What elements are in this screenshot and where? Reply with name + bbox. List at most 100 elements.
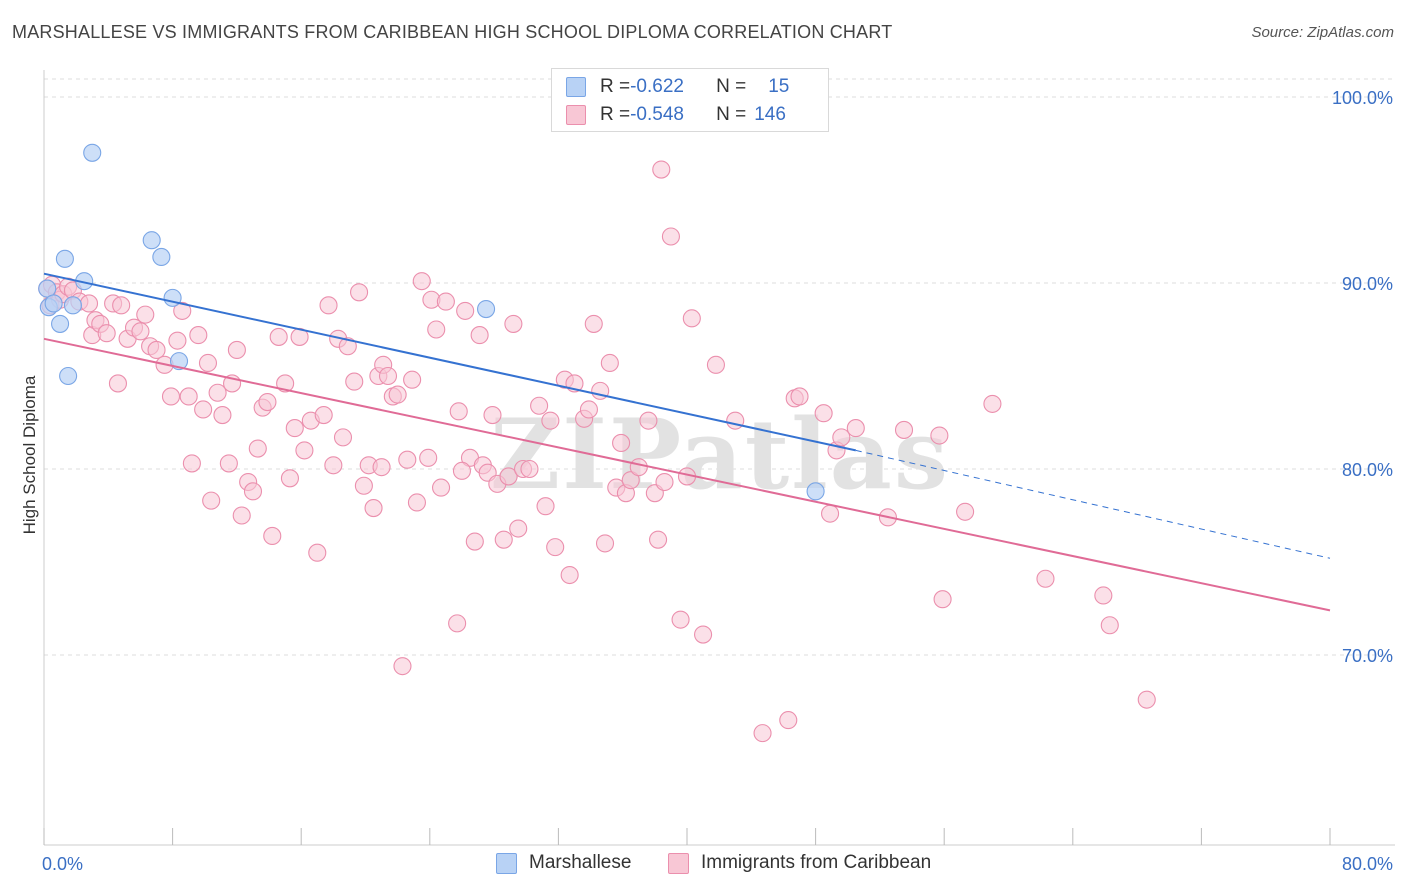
caribbean-point <box>285 419 304 438</box>
legend-n-label: N = <box>716 104 747 125</box>
y-tick-label: 70.0% <box>1342 646 1393 666</box>
caribbean-point <box>314 406 333 425</box>
caribbean-point <box>97 324 116 343</box>
caribbean-point <box>560 565 579 585</box>
caribbean-point <box>388 385 407 404</box>
caribbean-point <box>509 519 528 538</box>
marshallese-point <box>55 249 74 268</box>
marshallese-trend-extension <box>855 449 1331 559</box>
legend-r-value: -0.548 <box>630 104 684 125</box>
caribbean-point <box>894 420 914 439</box>
caribbean-point <box>694 625 713 644</box>
caribbean-point <box>436 292 455 311</box>
caribbean-point <box>612 433 631 453</box>
caribbean-point <box>333 428 353 447</box>
caribbean-point <box>483 406 502 425</box>
legend-n-value: 15 <box>768 76 790 97</box>
caribbean-point <box>345 372 364 391</box>
caribbean-point <box>779 711 798 730</box>
caribbean-point <box>407 493 426 512</box>
legend-n-value: 146 <box>754 104 786 125</box>
caribbean-point <box>108 374 127 393</box>
series-swatch-marshallese <box>496 852 517 874</box>
caribbean-point <box>1094 586 1113 605</box>
caribbean-point <box>398 450 417 469</box>
caribbean-point <box>173 301 192 320</box>
caribbean-point <box>541 411 560 430</box>
caribbean-point <box>182 454 201 473</box>
caribbean-point <box>629 458 648 477</box>
caribbean-point <box>219 454 238 473</box>
caribbean-point <box>403 370 422 389</box>
caribbean-point <box>449 402 468 421</box>
marshallese-point <box>38 279 57 298</box>
caribbean-point <box>661 227 680 246</box>
caribbean-point <box>1137 690 1156 709</box>
caribbean-point <box>432 478 451 497</box>
series-legend-marshallese[interactable]: Marshallese <box>496 852 631 874</box>
series-swatch-caribbean <box>668 852 689 874</box>
caribbean-point <box>364 499 383 518</box>
y-tick-label: 80.0% <box>1342 460 1393 480</box>
caribbean-point <box>258 392 277 412</box>
caribbean-point <box>846 419 865 438</box>
caribbean-point <box>179 387 198 406</box>
caribbean-point <box>814 404 833 423</box>
caribbean-point <box>263 526 282 546</box>
caribbean-point <box>499 467 518 486</box>
caribbean-point <box>208 383 227 402</box>
caribbean-point <box>655 472 674 492</box>
caribbean-point <box>671 610 690 629</box>
caribbean-point <box>324 456 343 475</box>
caribbean-point <box>419 448 438 467</box>
legend-n-label: N = <box>716 76 747 97</box>
caribbean-point <box>1036 569 1055 588</box>
caribbean-point <box>465 532 484 551</box>
marshallese-point <box>59 366 78 386</box>
caribbean-point <box>595 534 615 553</box>
caribbean-point <box>546 538 565 557</box>
caribbean-point <box>579 400 598 419</box>
caribbean-point <box>821 504 840 523</box>
watermark: ZIPatlas <box>490 398 950 511</box>
caribbean-point <box>338 337 357 356</box>
marshallese-points <box>38 143 825 501</box>
caribbean-point <box>198 353 218 373</box>
legend-r-label: R = <box>600 76 631 97</box>
correlation-legend: R = -0.622 N = 15 R = -0.548 N = 146 <box>551 68 829 132</box>
legend-r-label: R = <box>600 104 631 125</box>
caribbean-point <box>243 482 263 501</box>
legend-row-marshallese: R = -0.622 N = 15 <box>566 76 789 98</box>
caribbean-point <box>308 543 327 562</box>
series-legend-caribbean[interactable]: Immigrants from Caribbean <box>668 852 931 874</box>
caribbean-point <box>456 301 475 320</box>
caribbean-point <box>354 476 373 495</box>
caribbean-point <box>584 314 603 333</box>
caribbean-point <box>79 294 99 313</box>
caribbean-point <box>350 283 369 302</box>
caribbean-point <box>112 296 131 315</box>
caribbean-point <box>161 387 181 406</box>
series-label-marshallese: Marshallese <box>529 852 632 873</box>
caribbean-point <box>269 327 288 346</box>
caribbean-point <box>427 320 446 339</box>
caribbean-point <box>726 411 745 430</box>
caribbean-point <box>494 530 513 549</box>
caribbean-point <box>412 272 431 291</box>
caribbean-point <box>319 296 338 315</box>
caribbean-point <box>276 374 295 393</box>
legend-swatch-caribbean <box>566 105 586 125</box>
marshallese-point <box>44 294 63 313</box>
caribbean-point <box>706 355 725 374</box>
caribbean-point <box>136 305 155 324</box>
tick-labels: 70.0% 80.0% 90.0% 100.0% 0.0% 80.0% <box>42 88 1393 874</box>
marshallese-point <box>806 482 825 501</box>
caribbean-point <box>530 396 549 415</box>
caribbean-point <box>753 724 772 743</box>
caribbean-trend-line <box>43 337 1331 612</box>
caribbean-point <box>227 340 246 360</box>
caribbean-point <box>295 441 314 460</box>
legend-row-caribbean: R = -0.548 N = 146 <box>566 104 786 126</box>
caribbean-point <box>232 506 251 525</box>
marshallese-point <box>169 352 189 371</box>
